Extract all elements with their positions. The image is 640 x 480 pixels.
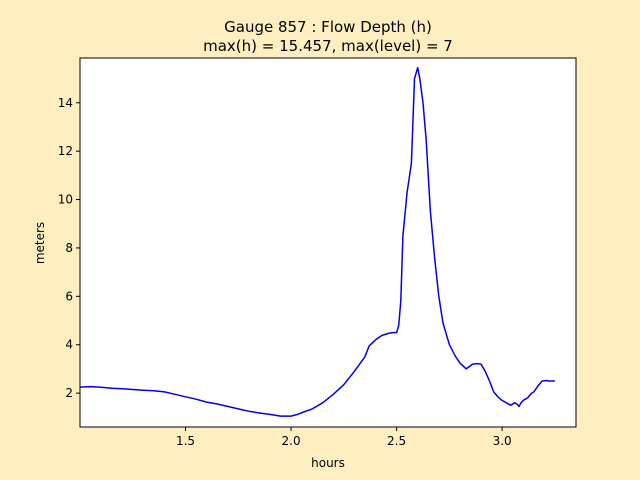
- series-line-layer: [79, 66, 555, 417]
- x-axis-label: hours: [311, 456, 345, 470]
- chart-title-line2: max(h) = 15.457, max(level) = 7: [203, 37, 453, 55]
- x-tick-label: 1.5: [176, 434, 195, 448]
- y-axis-ticks: 2 4 6 8 10 12 14: [58, 96, 80, 400]
- plot-frame: [79, 57, 577, 428]
- x-tick-label: 2.5: [387, 434, 406, 448]
- y-tick-label: 14: [58, 96, 73, 110]
- x-tick-label: 3.0: [493, 434, 512, 448]
- chart-title-line1: Gauge 857 : Flow Depth (h): [224, 18, 432, 36]
- y-tick-label: 4: [65, 338, 73, 352]
- series-line-0: [79, 66, 555, 417]
- x-tick-label: 2.0: [282, 434, 301, 448]
- x-axis-ticks: 1.5 2.0 2.5 3.0: [176, 427, 512, 448]
- y-tick-label: 2: [65, 386, 73, 400]
- y-tick-label: 8: [65, 241, 73, 255]
- y-tick-label: 10: [58, 193, 73, 207]
- y-axis-label: meters: [33, 222, 47, 264]
- plot-area: [80, 58, 576, 427]
- y-tick-label: 12: [58, 144, 73, 158]
- y-tick-label: 6: [65, 289, 73, 303]
